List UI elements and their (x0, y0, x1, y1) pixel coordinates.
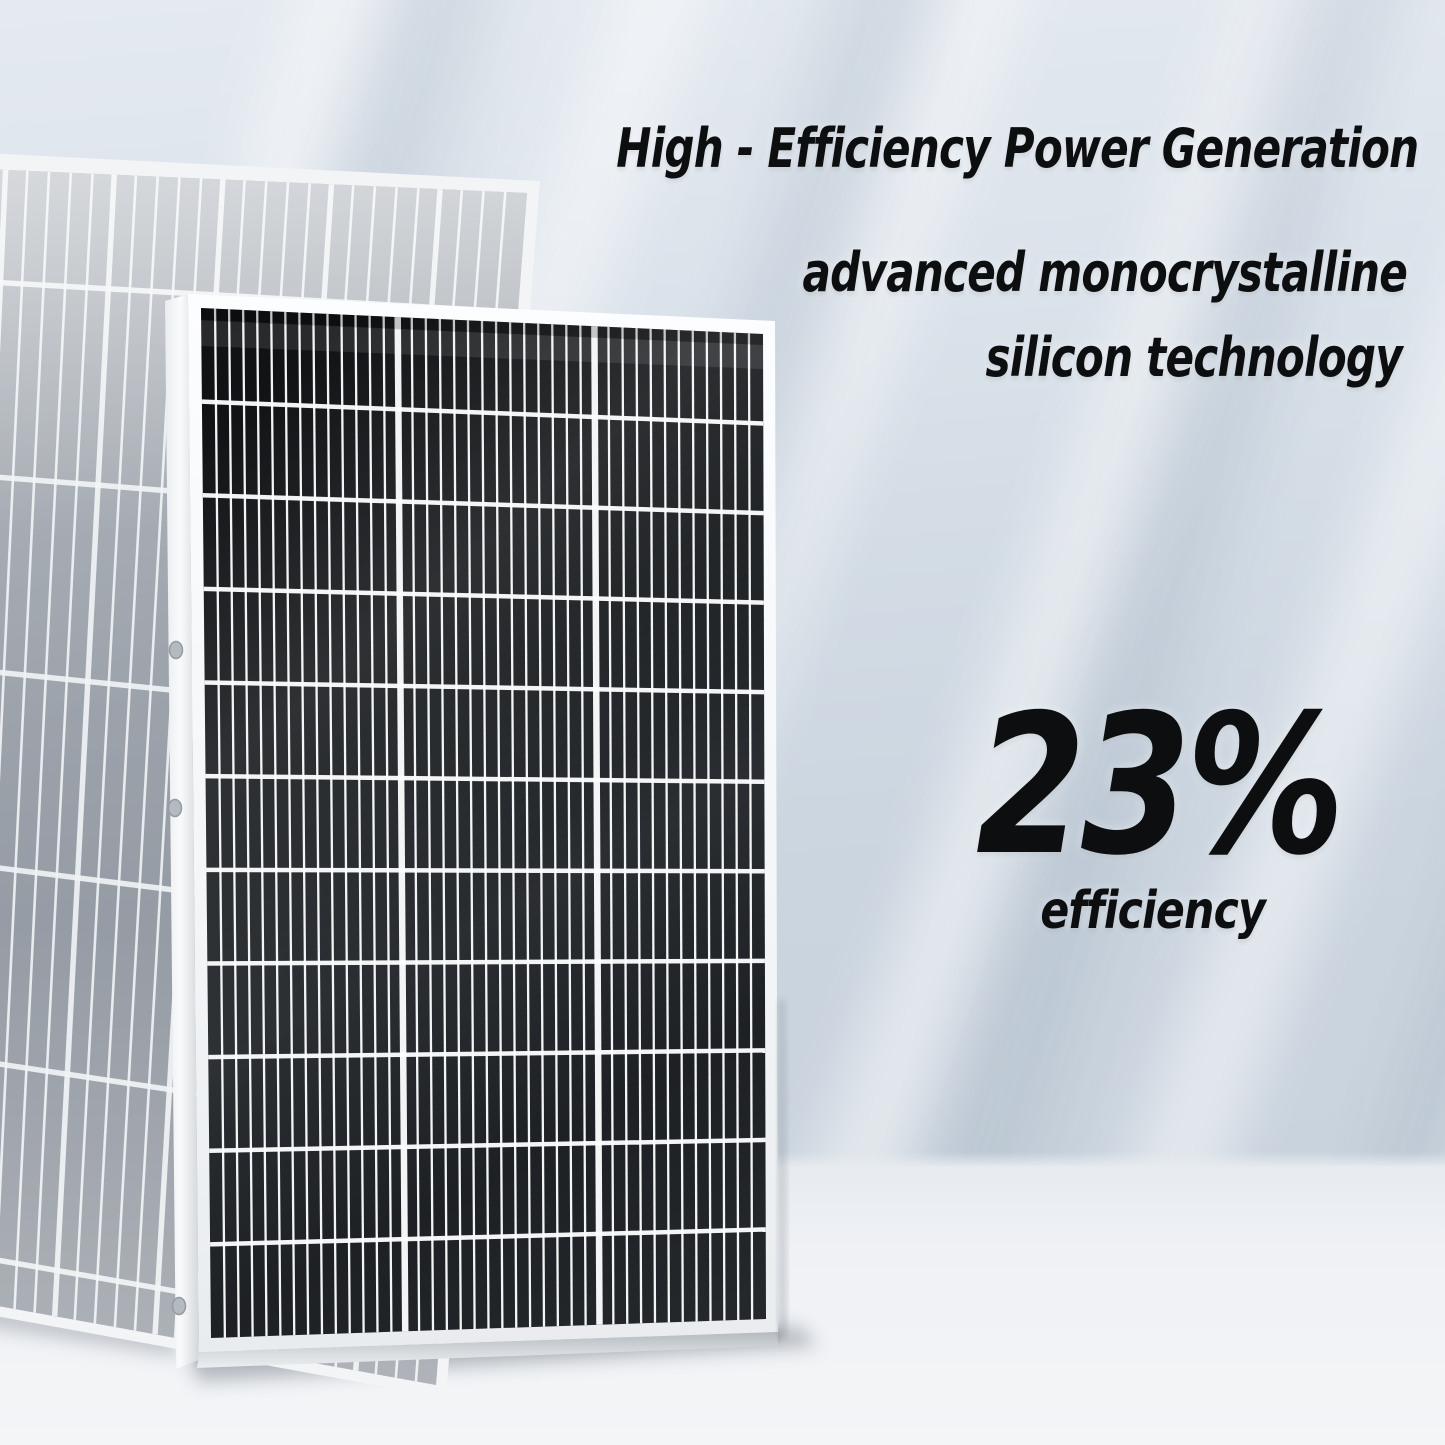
panel-frame-bottom-face (197, 1332, 778, 1368)
headline-line3: silicon technology (985, 326, 1403, 389)
wall-side-shadow (779, 1000, 786, 1336)
efficiency-stat-value: 23% (975, 673, 1345, 898)
efficiency-stat-label: efficiency (1040, 881, 1265, 941)
headline-line1: High - Efficiency Power Generation (615, 117, 1419, 180)
frame-mounting-holes (167, 640, 187, 1316)
headline-line2: advanced monocrystalline (802, 241, 1407, 304)
front-solar-panel (165, 294, 778, 1369)
panel-frame-side-face (165, 294, 199, 1369)
